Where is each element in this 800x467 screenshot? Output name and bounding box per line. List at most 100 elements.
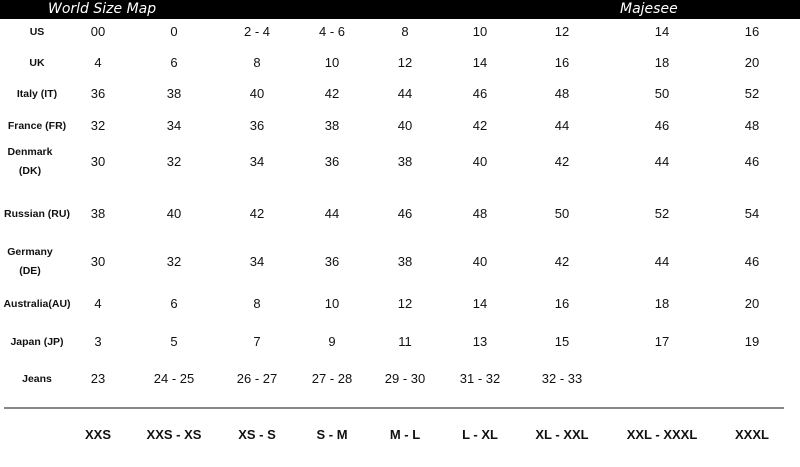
size-label: XL - XXL: [535, 427, 589, 442]
table-cell: 36: [324, 154, 340, 169]
table-cell: 18: [654, 296, 670, 311]
table-cell: 18: [654, 55, 670, 70]
table-cell: 4 - 6: [318, 24, 345, 39]
table-cell: 6: [170, 296, 178, 311]
table-cell: 0: [170, 24, 178, 39]
size-label: XXL - XXXL: [626, 427, 698, 442]
size-label: L - XL: [462, 427, 498, 442]
table-cell: 30: [90, 154, 106, 169]
table-cell: 48: [554, 86, 570, 101]
table-cell: 44: [397, 86, 413, 101]
table-cell: 27 - 28: [311, 371, 353, 386]
table-cell: 16: [554, 296, 570, 311]
table-cell: 46: [744, 154, 760, 169]
table-cell: 14: [472, 296, 488, 311]
table-cell: 44: [654, 254, 670, 269]
table-cell: 9: [328, 334, 336, 349]
row-label: UK: [29, 57, 45, 69]
table-cell: 50: [554, 206, 570, 221]
table-cell: 4: [94, 55, 102, 70]
table-cell: 17: [654, 334, 670, 349]
size-label: S - M: [316, 427, 348, 442]
row-label: US: [29, 26, 45, 38]
table-cell: 42: [554, 254, 570, 269]
table-cell: 36: [249, 118, 265, 133]
table-cell: 34: [166, 118, 182, 133]
chart-title: World Size Map: [48, 1, 157, 17]
row-label: Russian (RU): [4, 208, 70, 220]
table-cell: 10: [472, 24, 488, 39]
table-cell: 42: [249, 206, 265, 221]
row-label: Australia(AU): [3, 298, 71, 310]
table-cell: 50: [654, 86, 670, 101]
divider: [4, 407, 784, 409]
table-cell: 11: [398, 334, 412, 349]
size-label: XXS: [84, 427, 111, 442]
table-cell: 23: [90, 371, 106, 386]
table-cell: 42: [472, 118, 488, 133]
table-cell: 34: [249, 154, 265, 169]
table-cell: 10: [324, 296, 340, 311]
table-cell: 8: [253, 296, 261, 311]
table-cell: 00: [90, 24, 106, 39]
table-cell: 12: [397, 55, 413, 70]
table-cell: 46: [744, 254, 760, 269]
table-cell: 2 - 4: [243, 24, 270, 39]
table-cell: 19: [744, 334, 760, 349]
row-label: France (FR): [7, 120, 67, 132]
header-bar: World Size Map Majesee: [0, 0, 800, 19]
table-cell: 34: [249, 254, 265, 269]
size-label: XXS - XS: [146, 427, 202, 442]
table-cell: 29 - 30: [384, 371, 426, 386]
table-cell: 20: [744, 296, 760, 311]
table-cell: 32: [166, 254, 182, 269]
row-label: Italy (IT): [16, 88, 58, 100]
size-label: M - L: [389, 427, 421, 442]
table-cell: 5: [170, 334, 178, 349]
table-cell: 10: [324, 55, 340, 70]
table-cell: 36: [90, 86, 106, 101]
table-cell: 46: [397, 206, 413, 221]
table-cell: 44: [554, 118, 570, 133]
table-cell: 20: [744, 55, 760, 70]
table-cell: 44: [324, 206, 340, 221]
table-cell: 31 - 32: [459, 371, 501, 386]
table-cell: 52: [744, 86, 760, 101]
table-cell: 3: [94, 334, 102, 349]
table-cell: 52: [654, 206, 670, 221]
table-cell: 14: [472, 55, 488, 70]
table-cell: 40: [472, 154, 488, 169]
table-cell: 8: [401, 24, 409, 39]
size-label: XS - S: [238, 427, 276, 442]
table-cell: 14: [654, 24, 670, 39]
table-cell: 16: [554, 55, 570, 70]
table-cell: 46: [654, 118, 670, 133]
table-cell: 32: [90, 118, 106, 133]
table-cell: 42: [324, 86, 340, 101]
table-cell: 38: [166, 86, 182, 101]
row-label: Japan (JP): [10, 336, 64, 348]
table-cell: 12: [554, 24, 570, 39]
row-label: Denmark (DK): [7, 146, 53, 177]
table-cell: 44: [654, 154, 670, 169]
table-cell: 40: [472, 254, 488, 269]
table-cell: 48: [744, 118, 760, 133]
table-cell: 32: [166, 154, 182, 169]
brand-name: Majesee: [620, 1, 678, 17]
table-cell: 32 - 33: [541, 371, 583, 386]
table-cell: 40: [166, 206, 182, 221]
table-cell: 16: [744, 24, 760, 39]
table-cell: 26 - 27: [236, 371, 278, 386]
table-cell: 40: [397, 118, 413, 133]
row-label: Jeans: [22, 373, 52, 385]
size-label: XXXL: [735, 427, 769, 442]
table-cell: 36: [324, 254, 340, 269]
table-cell: 15: [554, 334, 570, 349]
table-cell: 4: [94, 296, 102, 311]
table-cell: 42: [554, 154, 570, 169]
table-cell: 40: [249, 86, 265, 101]
table-cell: 48: [472, 206, 488, 221]
table-cell: 8: [253, 55, 261, 70]
table-cell: 24 - 25: [153, 371, 195, 386]
table-cell: 38: [397, 254, 413, 269]
